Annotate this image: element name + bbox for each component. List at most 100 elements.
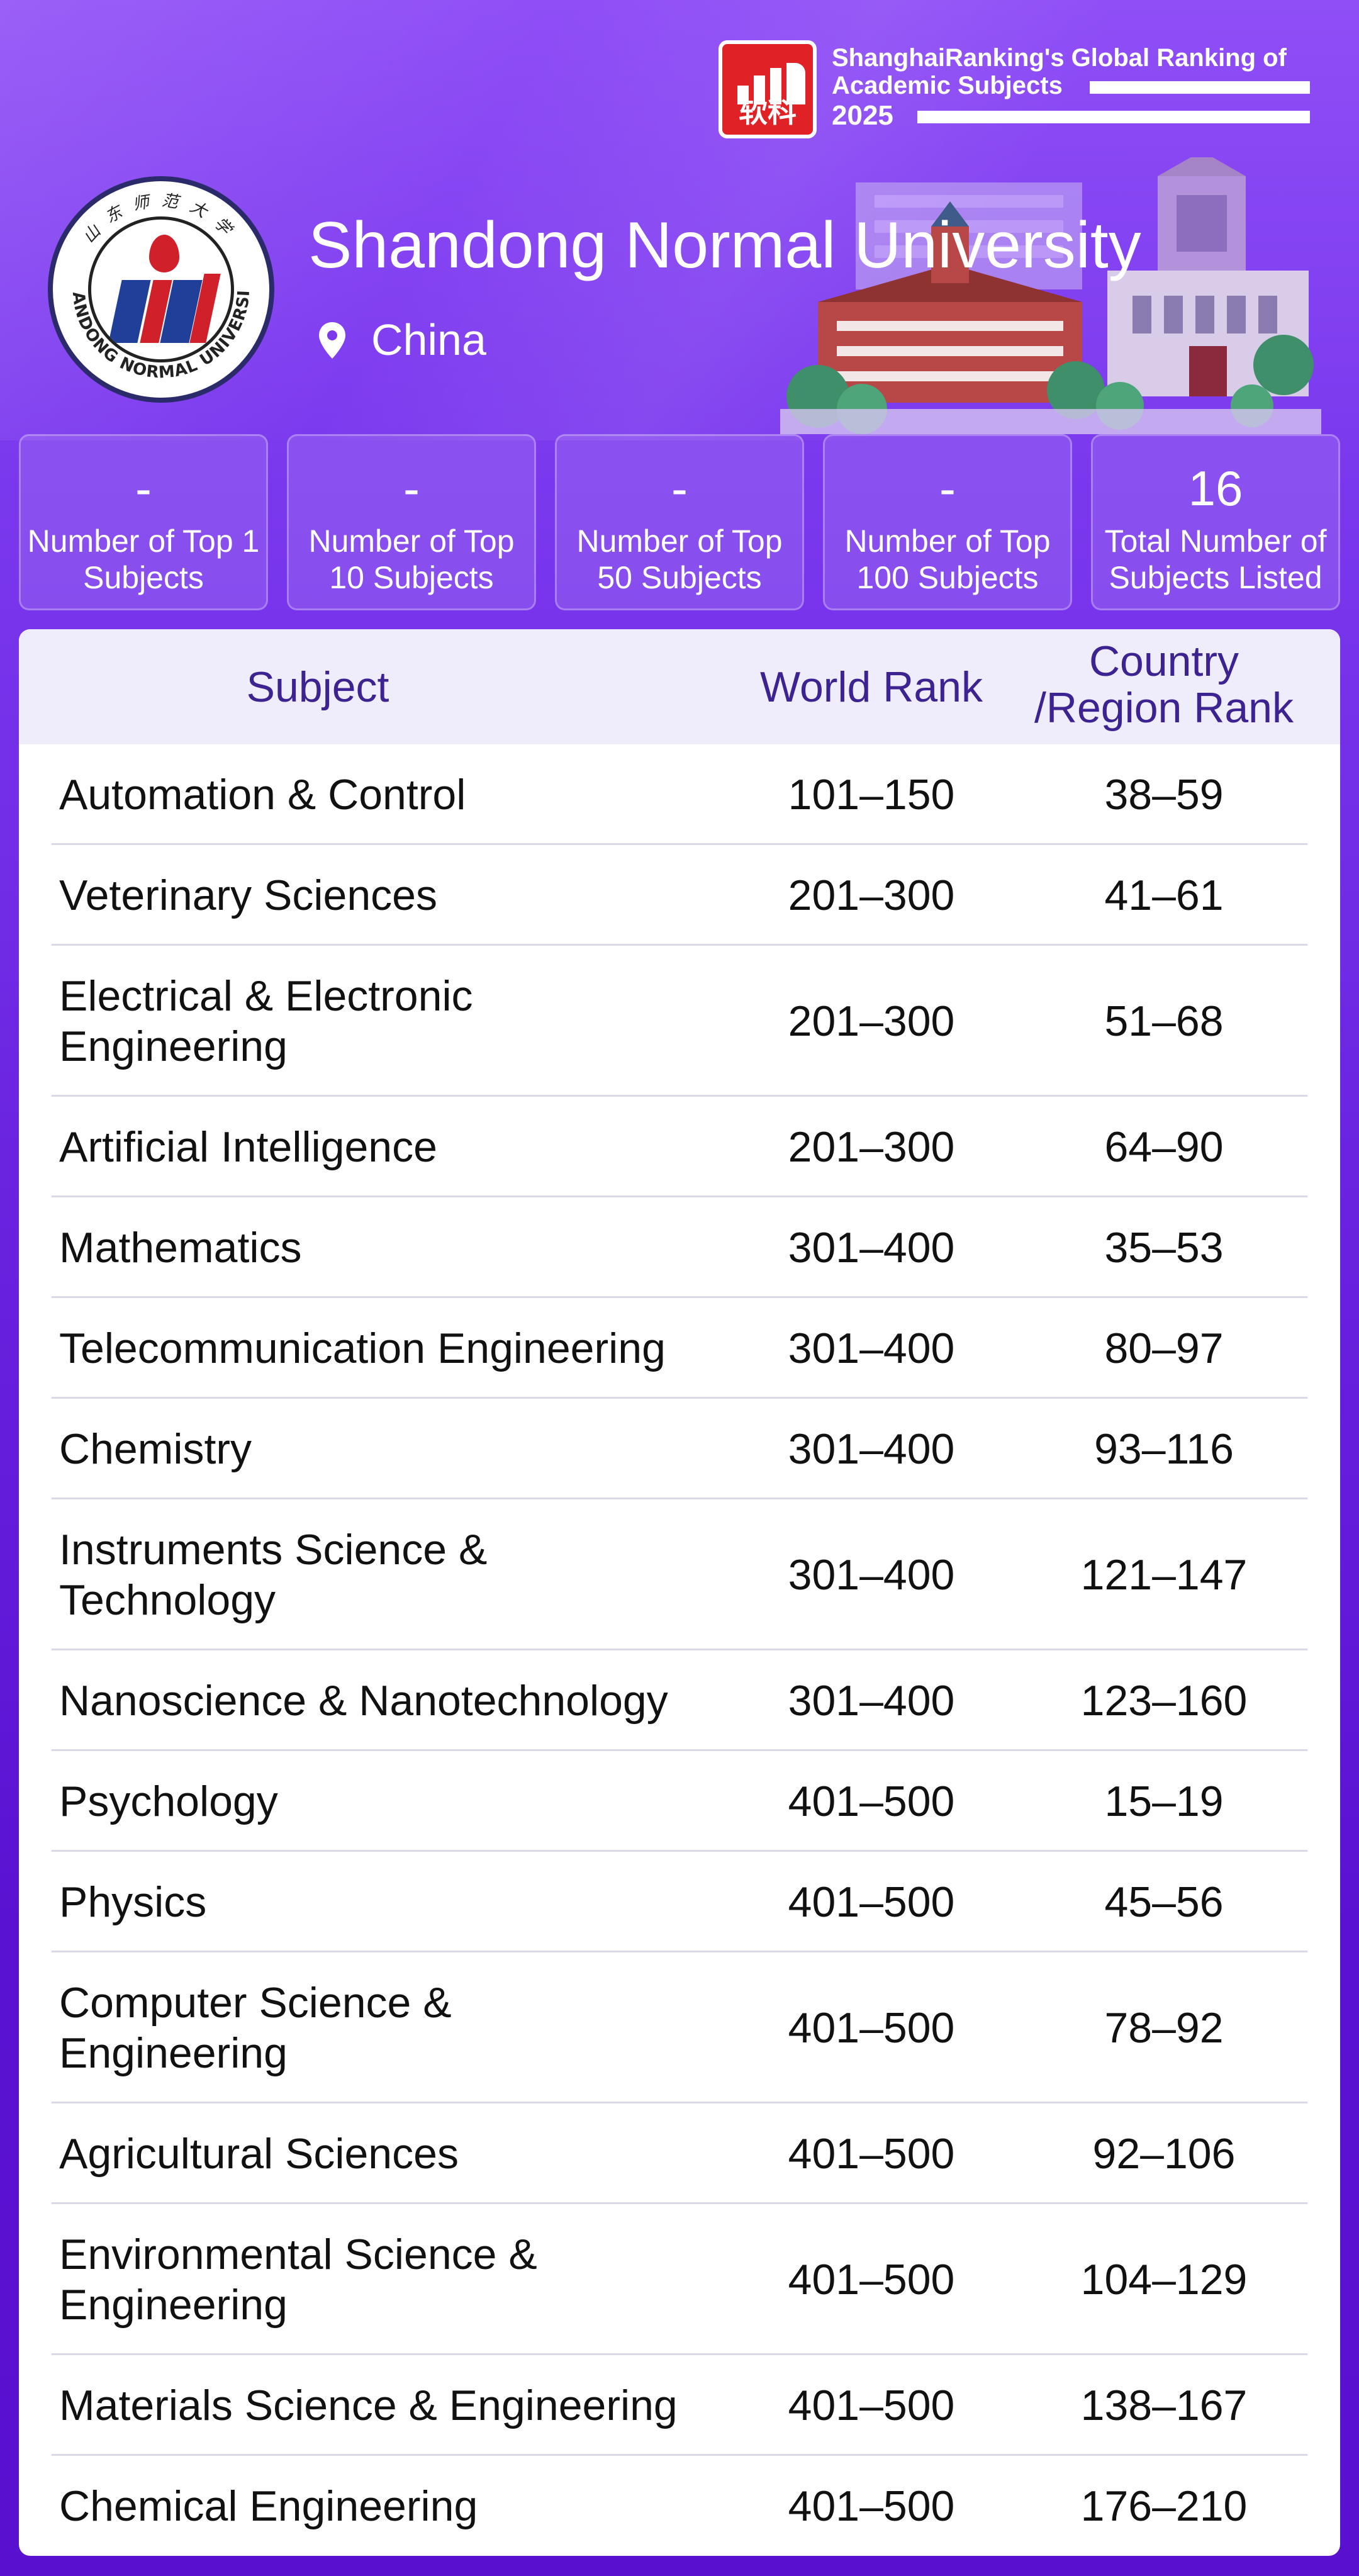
university-name: Shandong Normal University [308, 209, 1141, 282]
subject-rank-table: Subject World Rank Country/Region Rank A… [19, 629, 1340, 2556]
cell-world-rank: 401–500 [788, 1778, 955, 1825]
cell-world-rank: 401–500 [788, 2004, 955, 2052]
cell-country-rank: 41–61 [1104, 871, 1224, 919]
table-row: Veterinary Sciences 201–300 41–61 [19, 845, 1340, 946]
cell-subject: Agricultural Sciences [59, 2130, 459, 2178]
cell-subject-line: Environmental Science & [59, 2231, 537, 2278]
cell-world-rank: 401–500 [788, 1878, 955, 1926]
cell-country-rank: 35–53 [1104, 1224, 1224, 1272]
cell-subject: Artificial Intelligence [59, 1123, 437, 1171]
header-country-rank: Country/Region Rank [1000, 638, 1328, 731]
cell-subject: Electrical & Electronic Engineering [59, 971, 720, 1072]
stat-top-100: - Number of Top 100 Subjects [823, 434, 1072, 610]
cell-subject: Materials Science & Engineering [59, 2382, 678, 2429]
row-divider [52, 1850, 1307, 1852]
cell-world-rank: 401–500 [788, 2482, 955, 2530]
cell-subject: Psychology [59, 1778, 278, 1825]
row-divider [52, 1095, 1307, 1097]
cell-subject-line: Engineering [59, 2029, 288, 2077]
stats-row: - Number of Top 1 Subjects - Number of T… [19, 434, 1340, 610]
brand-rule-upper [1090, 81, 1310, 94]
table-row: Chemical Engineering 401–500 176–210 [19, 2456, 1340, 2556]
table-body: Automation & Control 101–150 38–59 Veterina… [19, 744, 1340, 2556]
table-header: Subject World Rank Country/Region Rank [19, 629, 1340, 744]
row-divider [52, 2202, 1307, 2204]
table-row: Materials Science & Engineering 401–500 13… [19, 2355, 1340, 2456]
stat-label: Total Number of Subjects Listed [1104, 524, 1327, 595]
cell-subject: Instruments Science & Technology [59, 1525, 720, 1625]
cell-subject-line: Computer Science & [59, 1979, 452, 2027]
cell-subject: Nanoscience & Nanotechnology [59, 1677, 668, 1725]
cell-world-rank: 401–500 [788, 2256, 955, 2304]
cell-country-rank: 121–147 [1080, 1551, 1248, 1599]
cell-world-rank: 301–400 [788, 1677, 955, 1725]
table-row: Psychology 401–500 15–19 [19, 1751, 1340, 1852]
cell-country-rank: 80–97 [1104, 1324, 1224, 1372]
table-row: Automation & Control 101–150 38–59 [19, 744, 1340, 845]
header-country-rank-line1: Country [1088, 637, 1239, 685]
row-divider [52, 1649, 1307, 1650]
cell-world-rank: 201–300 [788, 1123, 955, 1171]
cell-subject: Chemistry [59, 1425, 252, 1473]
table-row: Instruments Science & Technology 301–400 12… [19, 1499, 1340, 1650]
cell-country-rank: 138–167 [1080, 2382, 1248, 2429]
cell-subject-line: Engineering [59, 2281, 288, 2329]
stat-label: Number of Top 50 Subjects [576, 524, 783, 595]
cell-world-rank: 401–500 [788, 2382, 955, 2429]
cell-country-rank: 123–160 [1080, 1677, 1248, 1725]
cell-country-rank: 176–210 [1080, 2482, 1248, 2530]
table-row: Mathematics 301–400 35–53 [19, 1197, 1340, 1298]
map-pin-icon [319, 322, 345, 359]
stat-value: - [135, 461, 152, 516]
cell-subject: Mathematics [59, 1224, 302, 1272]
cell-subject: Veterinary Sciences [59, 871, 437, 919]
table-row: Physics 401–500 45–56 [19, 1852, 1340, 1952]
cell-country-rank: 78–92 [1104, 2004, 1224, 2052]
cell-world-rank: 401–500 [788, 2130, 955, 2178]
brand-logo-text: 软科 [739, 95, 797, 129]
header-world-rank: World Rank [760, 663, 983, 711]
cell-subject-line: Electrical & Electronic [59, 972, 473, 1020]
row-divider [52, 944, 1307, 946]
cell-country-rank: 38–59 [1104, 771, 1224, 819]
cell-subject-line: Engineering [59, 1022, 288, 1070]
shanghairanking-logo-icon: 软科 [719, 40, 817, 138]
brand-title-line2: Academic Subjects [832, 72, 1063, 99]
seal-emblem [88, 216, 234, 362]
stat-value: - [403, 461, 420, 516]
cell-country-rank: 51–68 [1104, 997, 1224, 1045]
table-row: Agricultural Sciences 401–500 92–106 [19, 2103, 1340, 2204]
brand-title-line1: ShanghaiRanking's Global Ranking of [832, 44, 1287, 72]
header-subject: Subject [246, 663, 389, 711]
cell-subject: Environmental Science & Engineering [59, 2229, 720, 2330]
row-divider [52, 2353, 1307, 2355]
brand-title: ShanghaiRanking's Global Ranking of Acad… [832, 44, 1287, 99]
cell-subject-line: Technology [59, 1576, 276, 1624]
cell-world-rank: 101–150 [788, 771, 955, 819]
row-divider [52, 1397, 1307, 1399]
stat-value: - [939, 461, 956, 516]
cell-subject: Automation & Control [59, 771, 466, 819]
row-divider [52, 1196, 1307, 1197]
cell-world-rank: 301–400 [788, 1425, 955, 1473]
table-row: Artificial Intelligence 201–300 64–90 [19, 1097, 1340, 1197]
table-row: Chemistry 301–400 93–116 [19, 1399, 1340, 1499]
university-seal: SHANDONG NORMAL UNIVERSITY 山东师范大学 [48, 176, 274, 403]
stat-value: 16 [1188, 461, 1243, 516]
brand-year: 2025 [832, 100, 893, 131]
cell-world-rank: 301–400 [788, 1551, 955, 1599]
row-divider [52, 1498, 1307, 1499]
row-divider [52, 1951, 1307, 1952]
stat-label: Number of Top 10 Subjects [308, 524, 515, 595]
row-divider [52, 1296, 1307, 1298]
table-row: Electrical & Electronic Engineering 201–30… [19, 946, 1340, 1097]
brand-rule-lower [917, 111, 1310, 123]
cell-subject: Computer Science & Engineering [59, 1978, 720, 2078]
country-label: China [371, 315, 486, 364]
cell-subject: Chemical Engineering [59, 2482, 478, 2530]
cell-world-rank: 201–300 [788, 871, 955, 919]
cell-world-rank: 301–400 [788, 1324, 955, 1372]
header-country-rank-line2: /Region Rank [1034, 684, 1294, 732]
table-row: Environmental Science & Engineering 401–50… [19, 2204, 1340, 2355]
stat-label: Number of Top 1 Subjects [27, 524, 260, 595]
